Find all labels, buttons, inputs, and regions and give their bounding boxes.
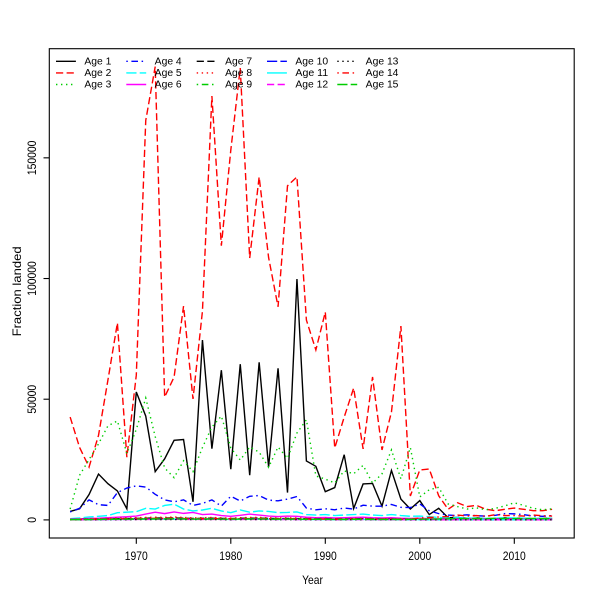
- svg-text:Age 6: Age 6: [155, 80, 182, 91]
- svg-text:1980: 1980: [219, 549, 242, 563]
- svg-text:Age 4: Age 4: [155, 56, 182, 67]
- svg-text:Age 14: Age 14: [366, 68, 399, 79]
- svg-text:2010: 2010: [503, 549, 526, 563]
- svg-text:2000: 2000: [408, 549, 431, 563]
- svg-text:Age 15: Age 15: [366, 80, 399, 91]
- svg-text:0: 0: [25, 517, 39, 523]
- svg-text:Fraction landed: Fraction landed: [10, 246, 24, 336]
- svg-text:Age 8: Age 8: [225, 68, 252, 79]
- svg-text:1970: 1970: [125, 549, 148, 563]
- svg-text:Age 2: Age 2: [84, 68, 111, 79]
- svg-text:100000: 100000: [25, 261, 39, 296]
- svg-text:150000: 150000: [25, 140, 39, 175]
- svg-text:Age 12: Age 12: [295, 80, 328, 91]
- svg-text:Age 5: Age 5: [155, 68, 182, 79]
- svg-text:Age 9: Age 9: [225, 80, 252, 91]
- svg-text:50000: 50000: [25, 385, 39, 414]
- svg-text:1990: 1990: [314, 549, 337, 563]
- svg-text:Age 11: Age 11: [295, 68, 328, 79]
- svg-text:Age 13: Age 13: [366, 56, 399, 67]
- svg-text:Age 7: Age 7: [225, 56, 252, 67]
- svg-text:Age 1: Age 1: [84, 56, 111, 67]
- svg-text:Age 10: Age 10: [295, 56, 328, 67]
- svg-text:Age 3: Age 3: [84, 80, 111, 91]
- svg-text:Year: Year: [302, 573, 323, 587]
